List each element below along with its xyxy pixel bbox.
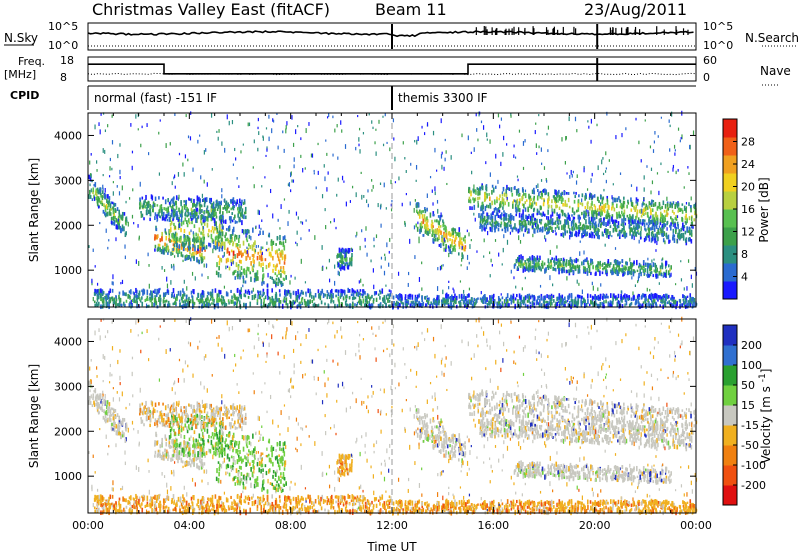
cpid-label: CPID: [10, 89, 39, 102]
freq-tick-low: 8: [60, 71, 67, 84]
cpid-row: normal (fast) -151 IF themis 3300 IF: [87, 86, 488, 110]
colorbar-tick-label: -100: [741, 459, 766, 472]
colorbar-tick-label: -200: [741, 479, 766, 492]
nsearch-tick-low: 10^0: [703, 39, 733, 52]
freq-unit: [MHz]: [4, 68, 36, 81]
power-axes: 1000 2000 3000 4000: [54, 113, 697, 307]
colorbar-tick-label: 15: [741, 399, 755, 412]
colorbar-tick-label: 4: [741, 271, 748, 284]
velocity-colorbar-label-text: Velocity [m s: [759, 386, 773, 463]
x-tick-label: 16:00: [477, 519, 509, 532]
cpid-mode-label: normal (fast) -151 IF: [94, 91, 217, 105]
colorbar-tick-label: 28: [741, 136, 755, 149]
plot-title: Christmas Valley East (fitACF): [92, 0, 330, 19]
y-tick-label: 1000: [54, 264, 82, 277]
colorbar-tick-label: 50: [741, 379, 755, 392]
y-tick-label: 1000: [54, 470, 82, 483]
x-tick-label: 04:00: [173, 519, 205, 532]
freq-trace: [87, 58, 697, 81]
y-tick-label: 2000: [54, 425, 82, 438]
nsearch-tick-high: 10^5: [703, 20, 733, 33]
x-tick-label: 20:00: [579, 519, 611, 532]
power-panel: 1000 2000 3000 4000 Slant Range [km]: [27, 110, 698, 310]
colorbar-tick-label: -50: [741, 439, 759, 452]
colorbar-tick-label: -15: [741, 419, 759, 432]
velocity-cells: [88, 316, 698, 516]
power-colorbar: 4 8 12 16 20 24 28 Power [dB]: [722, 118, 771, 300]
date-label: 23/Aug/2011: [584, 0, 687, 19]
y-tick-label: 4000: [54, 129, 82, 142]
y-tick-label: 3000: [54, 380, 82, 393]
nsky-tick-low: 10^0: [48, 39, 78, 52]
x-tick-label: 08:00: [275, 519, 307, 532]
nave-tick-low: 0: [703, 71, 710, 84]
colorbar-tick-label: 12: [741, 226, 755, 239]
colorbar-tick-label: 24: [741, 158, 755, 171]
x-tick-label: 00:00: [72, 519, 104, 532]
nsky-tick-high: 10^5: [48, 20, 78, 33]
y-tick-label: 3000: [54, 174, 82, 187]
velocity-panel: 1000 2000 3000 4000 00:00 04:00 08:00 12:00 16:0…: [27, 316, 712, 532]
power-cells: [88, 110, 698, 310]
x-axis-label: Time UT: [366, 540, 417, 554]
colorbar-tick-label: 100: [741, 359, 762, 372]
velocity-ylabel: Slant Range [km]: [27, 364, 41, 468]
nsky-panel: [87, 22, 697, 51]
colorbar-tick-label: 8: [741, 248, 748, 261]
power-ylabel: Slant Range [km]: [27, 158, 41, 262]
velocity-axes: 1000 2000 3000 4000 00:00 04:00 08:00 12:00 16:0…: [54, 319, 712, 532]
nsearch-label: N.Search: [745, 31, 799, 45]
x-tick-label: 12:00: [376, 519, 408, 532]
velocity-colorbar-label: Velocity [m s -1]: [758, 369, 773, 464]
freq-panel: [87, 56, 697, 82]
power-colorbar-label: Power [dB]: [757, 177, 771, 242]
nsky-trace: [87, 24, 696, 49]
nave-tick-high: 60: [703, 54, 717, 67]
colorbar-tick-label: 16: [741, 203, 755, 216]
colorbar-tick-label: 200: [741, 339, 762, 352]
colorbar-tick-label: 20: [741, 181, 755, 194]
freq-tick-high: 18: [60, 54, 74, 67]
velocity-colorbar: -200 -100 -50 -15 15 50 100 200 Velocity [m s -…: [722, 324, 773, 506]
nsky-label: N.Sky: [4, 31, 38, 45]
cpid-mode-label: themis 3300 IF: [398, 91, 488, 105]
y-tick-label: 2000: [54, 219, 82, 232]
x-tick-label: 00:00: [680, 519, 712, 532]
beam-label: Beam 11: [375, 0, 447, 19]
y-tick-label: 4000: [54, 335, 82, 348]
freq-label: Freq.: [18, 55, 45, 68]
nave-label: Nave: [760, 64, 791, 78]
